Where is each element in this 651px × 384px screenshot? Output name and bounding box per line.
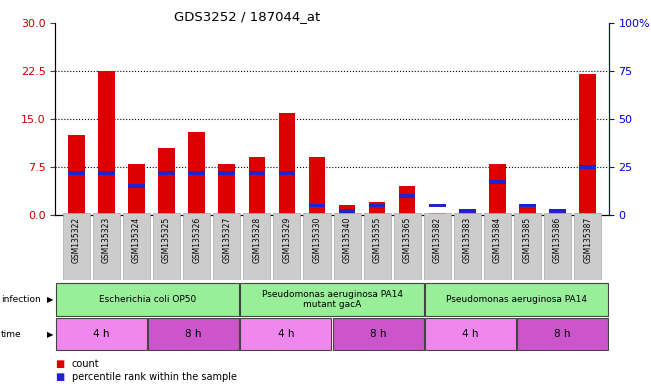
Text: Pseudomonas aeruginosa PA14
mutant gacA: Pseudomonas aeruginosa PA14 mutant gacA xyxy=(262,290,402,309)
Text: GSM135324: GSM135324 xyxy=(132,217,141,263)
FancyBboxPatch shape xyxy=(214,213,240,280)
Bar xyxy=(489,180,506,184)
Bar xyxy=(579,74,596,215)
FancyBboxPatch shape xyxy=(424,213,450,280)
Text: GSM135383: GSM135383 xyxy=(463,217,472,263)
FancyBboxPatch shape xyxy=(544,213,571,280)
FancyBboxPatch shape xyxy=(63,213,90,280)
FancyBboxPatch shape xyxy=(273,213,300,280)
Text: GSM135387: GSM135387 xyxy=(583,217,592,263)
Bar xyxy=(68,135,85,215)
Text: GSM135323: GSM135323 xyxy=(102,217,111,263)
FancyBboxPatch shape xyxy=(333,213,361,280)
Text: 4 h: 4 h xyxy=(93,329,110,339)
Text: GSM135329: GSM135329 xyxy=(283,217,292,263)
Bar xyxy=(399,194,415,198)
Bar xyxy=(219,164,235,215)
Text: GSM135327: GSM135327 xyxy=(222,217,231,263)
Bar xyxy=(429,213,445,215)
Bar xyxy=(549,209,566,213)
Text: ■: ■ xyxy=(55,359,64,369)
Text: GSM135365: GSM135365 xyxy=(403,217,411,263)
Bar xyxy=(309,157,326,215)
Text: GSM135326: GSM135326 xyxy=(192,217,201,263)
Bar xyxy=(158,148,175,215)
Bar xyxy=(128,164,145,215)
FancyBboxPatch shape xyxy=(56,318,147,350)
Bar xyxy=(188,132,205,215)
FancyBboxPatch shape xyxy=(303,213,331,280)
Text: Escherichia coli OP50: Escherichia coli OP50 xyxy=(99,295,196,304)
FancyBboxPatch shape xyxy=(425,318,516,350)
FancyBboxPatch shape xyxy=(243,213,270,280)
Bar xyxy=(219,171,235,175)
Text: Pseudomonas aeruginosa PA14: Pseudomonas aeruginosa PA14 xyxy=(446,295,587,304)
Bar xyxy=(68,171,85,175)
Text: 8 h: 8 h xyxy=(370,329,387,339)
FancyBboxPatch shape xyxy=(574,213,601,280)
Bar xyxy=(519,205,536,215)
Bar xyxy=(429,204,445,207)
FancyBboxPatch shape xyxy=(514,213,541,280)
Text: GSM135322: GSM135322 xyxy=(72,217,81,263)
Bar xyxy=(98,71,115,215)
Text: GSM135330: GSM135330 xyxy=(312,217,322,263)
Text: percentile rank within the sample: percentile rank within the sample xyxy=(72,372,236,382)
Text: GSM135385: GSM135385 xyxy=(523,217,532,263)
Bar xyxy=(399,186,415,215)
Bar xyxy=(459,209,476,213)
Bar xyxy=(98,171,115,175)
Bar xyxy=(188,171,205,175)
Bar xyxy=(158,171,175,175)
Text: 4 h: 4 h xyxy=(277,329,294,339)
Bar xyxy=(309,204,326,207)
FancyBboxPatch shape xyxy=(425,283,608,316)
Text: ▶: ▶ xyxy=(47,295,53,304)
FancyBboxPatch shape xyxy=(123,213,150,280)
Bar xyxy=(279,171,295,175)
Bar xyxy=(249,171,265,175)
Text: infection: infection xyxy=(1,295,40,304)
Text: 4 h: 4 h xyxy=(462,329,478,339)
Text: time: time xyxy=(1,329,21,339)
Bar xyxy=(459,213,476,215)
FancyBboxPatch shape xyxy=(394,213,421,280)
Text: count: count xyxy=(72,359,99,369)
Text: GSM135386: GSM135386 xyxy=(553,217,562,263)
FancyBboxPatch shape xyxy=(56,283,239,316)
FancyBboxPatch shape xyxy=(240,318,331,350)
Text: GSM135325: GSM135325 xyxy=(162,217,171,263)
Bar xyxy=(128,184,145,188)
Text: GSM135382: GSM135382 xyxy=(433,217,442,263)
FancyBboxPatch shape xyxy=(517,318,608,350)
FancyBboxPatch shape xyxy=(240,283,424,316)
Bar xyxy=(369,202,385,215)
Bar xyxy=(279,113,295,215)
Bar xyxy=(339,209,355,213)
Text: 8 h: 8 h xyxy=(186,329,202,339)
Bar xyxy=(489,164,506,215)
FancyBboxPatch shape xyxy=(454,213,481,280)
FancyBboxPatch shape xyxy=(153,213,180,280)
FancyBboxPatch shape xyxy=(148,318,239,350)
Bar xyxy=(249,157,265,215)
Text: ■: ■ xyxy=(55,372,64,382)
Bar xyxy=(549,212,566,215)
Text: GSM135340: GSM135340 xyxy=(342,217,352,263)
Bar xyxy=(579,165,596,169)
Text: GSM135384: GSM135384 xyxy=(493,217,502,263)
Text: GSM135355: GSM135355 xyxy=(372,217,381,263)
Bar xyxy=(519,204,536,207)
FancyBboxPatch shape xyxy=(484,213,511,280)
FancyBboxPatch shape xyxy=(183,213,210,280)
FancyBboxPatch shape xyxy=(364,213,391,280)
Text: ▶: ▶ xyxy=(47,329,53,339)
Text: GDS3252 / 187044_at: GDS3252 / 187044_at xyxy=(174,10,320,23)
Text: GSM135328: GSM135328 xyxy=(253,217,261,263)
FancyBboxPatch shape xyxy=(333,318,424,350)
Text: 8 h: 8 h xyxy=(554,329,571,339)
FancyBboxPatch shape xyxy=(93,213,120,280)
Bar xyxy=(369,204,385,207)
Bar xyxy=(339,205,355,215)
